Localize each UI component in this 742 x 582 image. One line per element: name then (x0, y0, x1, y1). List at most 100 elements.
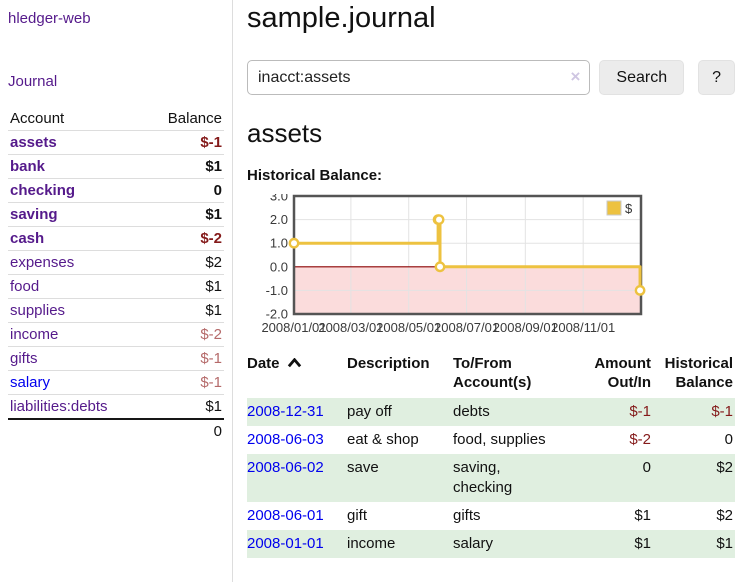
account-link[interactable]: salary (10, 374, 51, 391)
transaction-balance-cell: $1 (716, 535, 733, 552)
transaction-description-cell: income (347, 535, 396, 552)
account-balance: $1 (145, 154, 224, 179)
account-link[interactable]: supplies (10, 302, 66, 319)
svg-text:$: $ (625, 201, 633, 216)
sidebar: hledger-web Journal Account Balance asse… (0, 0, 233, 582)
account-link[interactable]: food (10, 278, 40, 295)
account-link[interactable]: assets (10, 134, 57, 151)
account-row: gifts $-1 (8, 346, 224, 371)
transaction-description-cell: eat & shop (347, 431, 419, 448)
tofrom-accounts-column-header[interactable]: To/From Account(s) (453, 355, 532, 391)
account-cell: expenses (8, 250, 146, 275)
transaction-date-cell: 2008-06-01 (247, 502, 347, 530)
transaction-description-cell: pay off (347, 403, 392, 420)
chart-title: Historical Balance: (247, 167, 383, 184)
accounts-balance-table: Account Balance assets $-1 bank $1 checking 0… (8, 107, 224, 443)
transaction-date-link[interactable]: 2008-06-01 (247, 507, 324, 524)
transaction-date-cell: 2008-06-02 (247, 454, 347, 502)
svg-text:2.0: 2.0 (270, 212, 288, 227)
account-row: income $-2 (8, 322, 224, 347)
transaction-accounts-cell: saving, checking (453, 459, 513, 496)
search-input[interactable] (247, 60, 591, 95)
account-row: liabilities:debts $1 (8, 395, 224, 420)
svg-text:2008/05/01: 2008/05/01 (376, 320, 441, 335)
svg-text:2008/01/01: 2008/01/01 (261, 320, 326, 335)
account-balance: $-2 (145, 226, 224, 251)
brand-link[interactable]: hledger-web (8, 10, 91, 27)
amount-column-header[interactable]: Amount Out/In (594, 355, 651, 391)
transaction-amount-cell: $1 (634, 535, 651, 552)
register-row: 2008-01-01 income salary $1 $1 (247, 530, 735, 558)
historical-balance-chart-svg: $3.0 2.0 1.0 0.0 -1.0 -2.02008/01/012008/03/0… (261, 194, 646, 335)
account-link[interactable]: gifts (10, 350, 38, 367)
svg-text:-1.0: -1.0 (266, 283, 288, 298)
account-row: assets $-1 (8, 130, 224, 155)
transaction-date-cell: 2008-06-03 (247, 426, 347, 454)
svg-text:2008/09/01: 2008/09/01 (493, 320, 558, 335)
account-balance: $-1 (145, 346, 224, 371)
svg-text:1.0: 1.0 (270, 236, 288, 251)
historical-balance-column-header[interactable]: Historical Balance (664, 355, 733, 391)
search-form: × Search ? (247, 60, 735, 95)
account-link[interactable]: checking (10, 182, 76, 199)
register-row: 2008-06-03 eat & shop food, supplies $-2 0 (247, 426, 735, 454)
transaction-balance-cell: 0 (724, 431, 733, 448)
balance-column-header: Balance (145, 107, 224, 131)
register-row: 2008-06-01 gift gifts $1 $2 (247, 502, 735, 530)
total-balance: 0 (145, 418, 224, 443)
account-cell: supplies (8, 298, 146, 323)
transaction-date-link[interactable]: 2008-06-02 (247, 459, 324, 476)
register-table: Date Description To/From Account(s) Amou… (247, 352, 735, 558)
register-header-row: Date Description To/From Account(s) Amou… (247, 352, 735, 398)
main-content: sample.journal × Search ? assets Histori… (233, 0, 742, 582)
svg-text:3.0: 3.0 (270, 194, 288, 204)
search-button[interactable]: Search (599, 60, 685, 95)
account-cell: cash (8, 226, 146, 251)
account-row: cash $-2 (8, 226, 224, 251)
account-row: checking 0 (8, 178, 224, 203)
transaction-amount-cell: $-2 (629, 431, 651, 448)
account-balance: $1 (205, 398, 222, 415)
transaction-amount-cell: $-1 (629, 403, 651, 420)
account-link[interactable]: income (10, 326, 59, 343)
date-column-header[interactable]: Date (247, 352, 347, 398)
register-row: 2008-12-31 pay off debts $-1 $-1 (247, 398, 735, 426)
clear-search-icon[interactable]: × (570, 67, 581, 86)
total-row-spacer (8, 418, 146, 443)
account-cell: income (8, 322, 146, 347)
transaction-accounts-cell: debts (453, 403, 490, 420)
transaction-date-link[interactable]: 2008-06-03 (247, 431, 324, 448)
account-link[interactable]: bank (10, 158, 46, 175)
account-row: food $1 (8, 274, 224, 299)
transaction-date-cell: 2008-12-31 (247, 398, 347, 426)
account-link[interactable]: cash (10, 230, 45, 247)
transaction-date-link[interactable]: 2008-12-31 (247, 403, 324, 420)
account-row: expenses $2 (8, 250, 224, 275)
search-box: × (247, 60, 591, 95)
transaction-date-link[interactable]: 2008-01-01 (247, 535, 324, 552)
transaction-description-cell: save (347, 459, 379, 476)
accounts-total-row: 0 (8, 418, 224, 443)
svg-text:2008/07/01: 2008/07/01 (434, 320, 499, 335)
transaction-amount-cell: $1 (634, 507, 651, 524)
description-column-header[interactable]: Description (347, 355, 430, 372)
account-cell: salary (8, 370, 146, 395)
account-heading: assets (247, 118, 323, 148)
transaction-accounts-cell: salary (453, 535, 494, 552)
transaction-description-cell: gift (347, 507, 368, 524)
page-title: sample.journal (247, 2, 436, 34)
sidebar-item-journal[interactable]: Journal (8, 73, 58, 90)
date-column-label: Date (247, 355, 280, 372)
account-link[interactable]: liabilities:debts (10, 398, 108, 415)
transaction-accounts-cell: food, supplies (453, 431, 546, 448)
help-button[interactable]: ? (698, 60, 735, 95)
account-row: bank $1 (8, 154, 224, 179)
account-balance: $-1 (145, 370, 224, 395)
sort-ascending-icon (287, 357, 301, 368)
account-link[interactable]: expenses (10, 254, 75, 271)
sidebar-nav: Journal (8, 73, 224, 104)
account-link[interactable]: saving (10, 206, 58, 223)
account-balance: $-2 (145, 322, 224, 347)
account-cell: food (8, 274, 146, 299)
